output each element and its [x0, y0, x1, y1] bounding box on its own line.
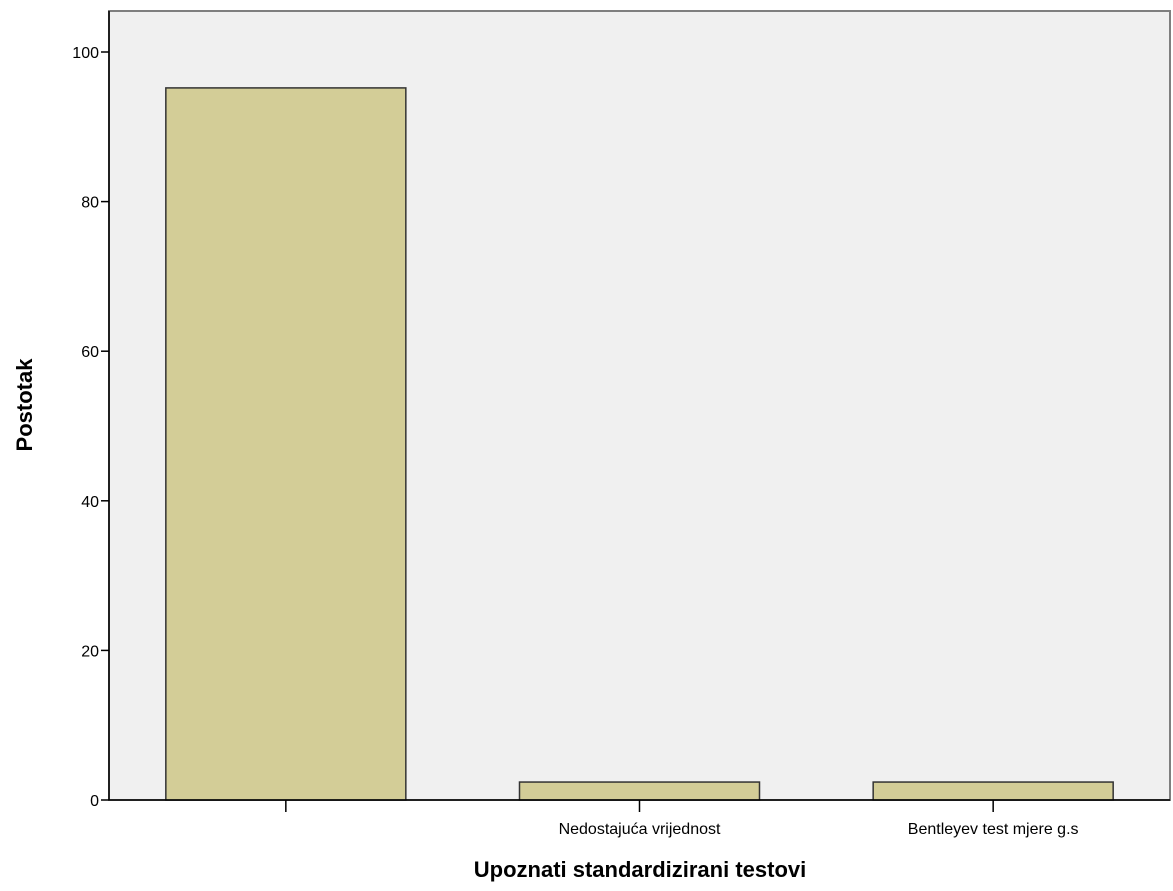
y-tick-label: 80	[81, 195, 99, 212]
y-tick-label: 100	[72, 45, 99, 62]
bar	[872, 781, 1114, 801]
x-tick-label: Bentleyev test mjere g.s	[908, 821, 1079, 838]
x-ticks-group: Nedostajuća vrijednost Bentleyev test mje…	[285, 800, 1079, 838]
x-axis-title: Upoznati standardizirani testovi	[474, 857, 807, 882]
y-axis-title: Postotak	[12, 358, 37, 452]
bars-group	[165, 87, 1114, 801]
y-tick-label: 40	[81, 494, 99, 511]
bar	[518, 781, 761, 801]
bar	[165, 87, 407, 801]
y-tick-label: 20	[81, 643, 99, 660]
y-tick-label: 60	[81, 344, 99, 361]
y-ticks-group: 0 20 40 60 80 100	[72, 45, 109, 810]
x-tick-label: Nedostajuća vrijednost	[559, 821, 721, 838]
y-tick-label: 0	[90, 793, 99, 810]
